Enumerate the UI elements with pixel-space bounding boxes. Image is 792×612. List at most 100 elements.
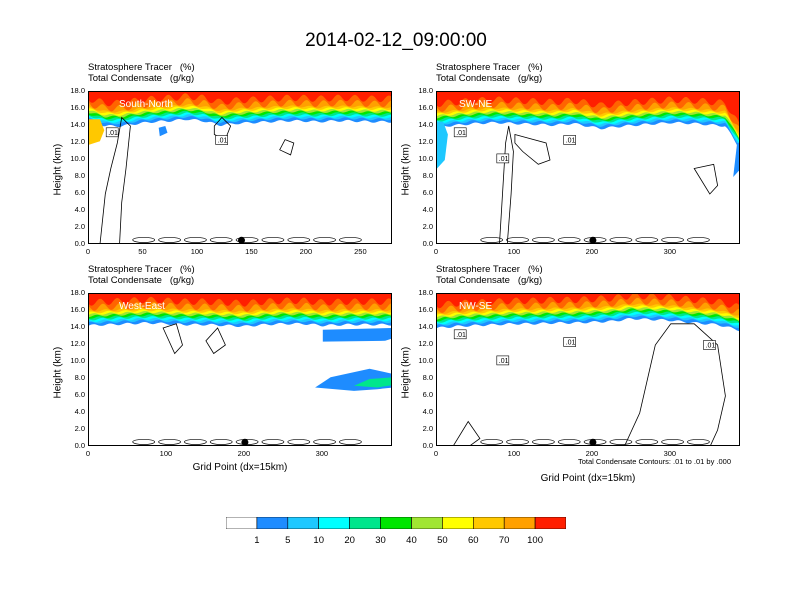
figure-title: 2014-02-12_09:00:00 <box>305 30 487 51</box>
x-tick-label: 50 <box>138 247 147 256</box>
tracer-band-10 <box>437 92 739 123</box>
panel-header-line2: Total Condensate (g/kg) <box>436 275 543 286</box>
contour-label: .01 <box>453 127 467 138</box>
y-tick-label: 2.0 <box>74 222 85 231</box>
surface-cloud-contour <box>480 236 504 243</box>
x-tick-label: 0 <box>85 449 91 458</box>
contour-label: .01 <box>496 355 510 366</box>
contour-label: .01 <box>563 135 576 145</box>
tracer-band-10 <box>437 294 739 309</box>
y-tick-label: 16.0 <box>418 305 433 314</box>
shaded-feature-1 <box>733 143 739 177</box>
panel-header-nw-se: Stratosphere Tracer (%) Total Condensate… <box>436 264 543 286</box>
x-axis-label-right: Grid Point (dx=15km) <box>540 473 636 484</box>
y-tick-label: 10.0 <box>418 356 433 365</box>
surface-cloud-contour <box>687 438 710 445</box>
panel-name-label: South-North <box>119 99 173 110</box>
shaded-feature-0 <box>89 119 105 145</box>
chart-svg-1: .01 .01 .01 SW-NE <box>437 92 739 243</box>
plot-west-east: West-East <box>88 293 392 446</box>
y-tick-label: 18.0 <box>418 288 433 297</box>
surface-cloud-contour <box>506 236 529 243</box>
x-tick-label: 100 <box>507 449 521 458</box>
y-tick-label: 16.0 <box>70 103 85 112</box>
surface-cloud-contour <box>687 236 710 243</box>
surface-cloud-contour <box>506 438 529 445</box>
contour-note: Total Condensate Contours: .01 to .01 by… <box>578 457 732 466</box>
location-marker <box>589 438 597 445</box>
panel-header-line2: Total Condensate (g/kg) <box>436 73 543 84</box>
colorbar-swatch <box>503 517 536 529</box>
surface-cloud-contour <box>313 438 336 445</box>
surface-cloud-contour <box>209 236 233 243</box>
y-tick-label: 4.0 <box>422 205 433 214</box>
x-tick-label: 100 <box>159 449 173 458</box>
y-tick-label: 6.0 <box>422 390 433 399</box>
surface-cloud-contour <box>661 236 684 243</box>
colorbar-swatch <box>534 517 566 529</box>
tracer-band-10 <box>89 294 391 307</box>
panel-header-south-north: Stratosphere Tracer (%) Total Condensate… <box>88 62 195 84</box>
condensate-contour-0 <box>99 116 131 243</box>
y-tick-label: 16.0 <box>70 305 85 314</box>
surface-cloud-contour <box>557 438 581 445</box>
y-tick-label: 4.0 <box>422 407 433 416</box>
chart-svg-0: .01 .01 South-North <box>89 92 391 243</box>
shaded-feature-0 <box>322 328 391 342</box>
y-tick-label: 10.0 <box>418 154 433 163</box>
surface-cloud-contour <box>339 236 362 243</box>
surface-cloud-contour <box>532 236 555 243</box>
surface-cloud-contour <box>287 236 311 243</box>
svg-text:.01: .01 <box>499 156 509 163</box>
panel-header-line2: Total Condensate (g/kg) <box>88 275 195 286</box>
y-tick-label: 0.0 <box>74 441 85 450</box>
condensate-contour-0 <box>162 323 183 355</box>
surface-cloud-contour <box>480 438 504 445</box>
panel-header-sw-ne: Stratosphere Tracer (%) Total Condensate… <box>436 62 543 84</box>
panel-name-label: SW-NE <box>459 99 492 110</box>
colorbar-swatch <box>411 517 443 529</box>
x-tick-label: 300 <box>315 449 329 458</box>
y-tick-label: 18.0 <box>418 86 433 95</box>
colorbar-tick-label: 1 <box>254 535 260 546</box>
condensate-contour-0 <box>499 125 514 243</box>
shaded-feature-2 <box>354 377 391 388</box>
x-tick-label: 0 <box>433 247 439 256</box>
panel-header-line1: Stratosphere Tracer (%) <box>88 62 195 73</box>
contour-label: .01 <box>453 329 467 340</box>
panel-name-label: NW-SE <box>459 301 492 312</box>
colorbar-swatch <box>380 517 412 529</box>
condensate-contour-2 <box>279 139 295 156</box>
y-tick-label: 14.0 <box>418 322 433 331</box>
colorbar-swatch <box>318 517 350 529</box>
y-tick-label: 14.0 <box>70 322 85 331</box>
y-tick-label: 10.0 <box>70 356 85 365</box>
y-tick-label: 18.0 <box>70 288 85 297</box>
surface-cloud-contour <box>557 236 581 243</box>
y-tick-label: 8.0 <box>422 373 433 382</box>
panel-header-line1: Stratosphere Tracer (%) <box>88 264 195 275</box>
surface-cloud-contour <box>635 236 659 243</box>
surface-cloud-contour <box>158 438 181 445</box>
x-tick-label: 250 <box>354 247 367 256</box>
x-tick-label: 200 <box>585 449 599 458</box>
plot-sw-ne: .01 .01 .01 SW-NE <box>436 91 740 244</box>
surface-cloud-contour <box>184 236 207 243</box>
chart-svg-3: .01 .01 .01 .01 NW-SE <box>437 294 739 445</box>
y-tick-label: 0.0 <box>74 239 85 248</box>
contour-label: .01 <box>105 127 119 138</box>
y-tick-label: 2.0 <box>422 222 433 231</box>
plot-nw-se: .01 .01 .01 .01 NW-SE <box>436 293 740 446</box>
y-tick-label: 0.0 <box>422 239 433 248</box>
x-tick-label: 200 <box>585 247 599 256</box>
y-tick-label: 12.0 <box>418 339 433 348</box>
y-tick-label: 10.0 <box>70 154 85 163</box>
y-tick-label: 8.0 <box>74 171 85 180</box>
colorbar-svg <box>226 517 566 529</box>
surface-cloud-contour <box>261 236 285 243</box>
x-tick-label: 300 <box>663 247 677 256</box>
y-tick-label: 14.0 <box>70 120 85 129</box>
y-tick-label: 8.0 <box>74 373 85 382</box>
colorbar-tick-label: 20 <box>344 535 355 546</box>
colorbar-swatch <box>349 517 381 529</box>
